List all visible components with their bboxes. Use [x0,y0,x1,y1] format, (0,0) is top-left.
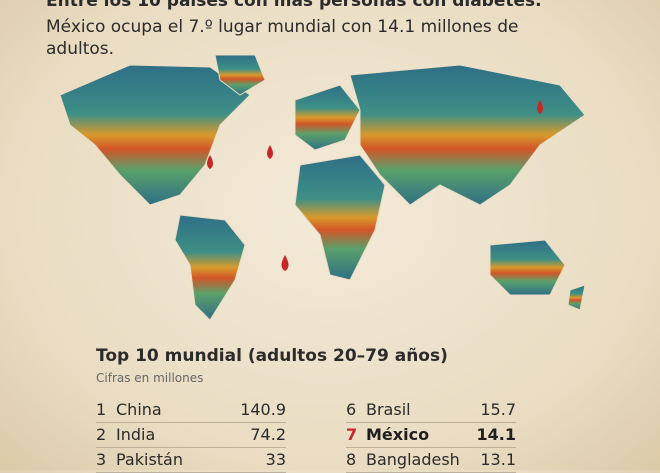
country: Bangladesh [366,450,460,469]
country: India [116,425,156,444]
value: 33 [265,450,286,469]
country: China [116,400,162,419]
country: Brasil [366,400,411,419]
rank: 7 [346,425,358,444]
header-subtitle: México ocupa el 7.º lugar mundial con 14… [46,17,519,59]
world-map [59,55,586,321]
value: 14.1 [476,425,516,444]
table-row: 2 India 74.2 [96,423,286,448]
rank: 8 [346,450,357,469]
country: México [366,425,430,444]
table-row: 3 Pakistán 33 [96,448,286,473]
value: 13.1 [480,450,516,469]
table-title: Top 10 mundial (adultos 20–79 años) [96,346,448,366]
table-row: 6 Brasil 15.7 [346,398,516,423]
table-row: 7 México 14.1 [346,423,516,448]
value: 140.9 [240,400,286,419]
country: Pakistán [116,450,183,469]
header-title: Entre los 10 países con más personas con… [46,0,542,11]
value: 74.2 [250,425,286,444]
rank: 1 [96,400,107,419]
table-row: 8 Bangladesh 13.1 [346,448,516,473]
table-row: 1 China 140.9 [96,398,286,423]
rank: 6 [346,400,357,419]
rank: 3 [96,450,107,469]
table-note: Cifras en millones [96,371,204,385]
rank: 2 [96,425,107,444]
value: 15.7 [480,400,516,419]
